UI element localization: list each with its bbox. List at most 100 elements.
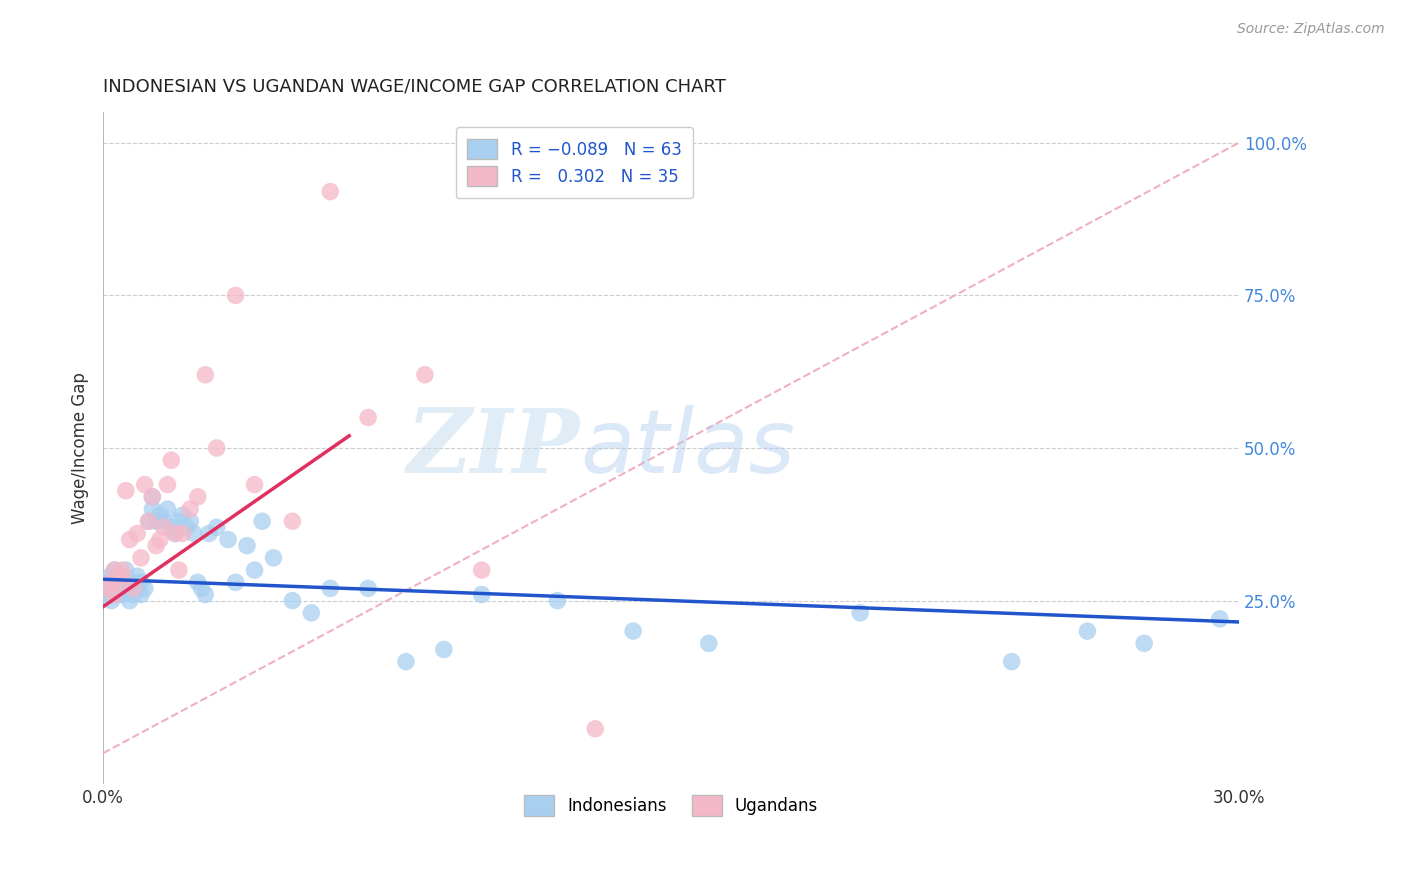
Point	[198, 526, 221, 541]
Point	[118, 582, 141, 596]
Point	[156, 502, 179, 516]
Point	[127, 582, 149, 596]
Point	[319, 582, 342, 596]
Point	[281, 514, 304, 528]
Point	[149, 508, 172, 523]
Point	[100, 575, 122, 590]
Point	[138, 514, 160, 528]
Point	[165, 526, 187, 541]
Point	[187, 490, 209, 504]
Point	[413, 368, 436, 382]
Point	[145, 514, 167, 528]
Point	[122, 587, 145, 601]
Point	[357, 582, 380, 596]
Text: atlas: atlas	[581, 405, 794, 491]
Point	[111, 569, 134, 583]
Point	[101, 582, 124, 596]
Point	[1133, 636, 1156, 650]
Point	[357, 410, 380, 425]
Point	[122, 575, 145, 590]
Point	[179, 502, 201, 516]
Point	[152, 520, 174, 534]
Text: Source: ZipAtlas.com: Source: ZipAtlas.com	[1237, 22, 1385, 37]
Point	[160, 453, 183, 467]
Point	[697, 636, 720, 650]
Point	[152, 514, 174, 528]
Point	[183, 526, 205, 541]
Point	[134, 477, 156, 491]
Point	[96, 582, 118, 596]
Point	[134, 582, 156, 596]
Point	[583, 722, 606, 736]
Point	[160, 520, 183, 534]
Point	[111, 582, 134, 596]
Point	[107, 575, 129, 590]
Point	[1076, 624, 1098, 639]
Point	[243, 563, 266, 577]
Point	[141, 490, 163, 504]
Point	[141, 502, 163, 516]
Point	[167, 563, 190, 577]
Text: INDONESIAN VS UGANDAN WAGE/INCOME GAP CORRELATION CHART: INDONESIAN VS UGANDAN WAGE/INCOME GAP CO…	[103, 78, 725, 95]
Point	[1209, 612, 1232, 626]
Point	[103, 563, 125, 577]
Point	[118, 593, 141, 607]
Point	[100, 593, 122, 607]
Point	[167, 514, 190, 528]
Point	[471, 587, 494, 601]
Point	[111, 587, 134, 601]
Point	[263, 550, 285, 565]
Point	[122, 582, 145, 596]
Point	[1001, 655, 1024, 669]
Point	[138, 514, 160, 528]
Point	[103, 575, 125, 590]
Point	[225, 575, 247, 590]
Point	[111, 563, 134, 577]
Y-axis label: Wage/Income Gap: Wage/Income Gap	[72, 372, 89, 524]
Point	[194, 587, 217, 601]
Text: ZIP: ZIP	[406, 405, 581, 491]
Point	[319, 185, 342, 199]
Point	[145, 539, 167, 553]
Point	[433, 642, 456, 657]
Point	[205, 520, 228, 534]
Point	[849, 606, 872, 620]
Point	[236, 539, 259, 553]
Point	[107, 587, 129, 601]
Point	[100, 587, 122, 601]
Point	[176, 520, 198, 534]
Point	[97, 575, 120, 590]
Point	[172, 508, 194, 523]
Point	[115, 483, 138, 498]
Point	[395, 655, 418, 669]
Point	[129, 575, 152, 590]
Point	[127, 526, 149, 541]
Point	[141, 490, 163, 504]
Point	[129, 587, 152, 601]
Point	[98, 569, 121, 583]
Point	[127, 569, 149, 583]
Point	[621, 624, 644, 639]
Point	[156, 477, 179, 491]
Point	[115, 575, 138, 590]
Point	[115, 563, 138, 577]
Point	[299, 606, 322, 620]
Point	[129, 550, 152, 565]
Point	[97, 582, 120, 596]
Point	[165, 526, 187, 541]
Point	[194, 368, 217, 382]
Point	[190, 582, 212, 596]
Point	[179, 514, 201, 528]
Point	[546, 593, 568, 607]
Point	[107, 569, 129, 583]
Point	[250, 514, 273, 528]
Point	[225, 288, 247, 302]
Point	[172, 526, 194, 541]
Point	[103, 563, 125, 577]
Point	[187, 575, 209, 590]
Legend: Indonesians, Ugandans: Indonesians, Ugandans	[517, 789, 825, 822]
Point	[205, 441, 228, 455]
Point	[217, 533, 239, 547]
Point	[103, 587, 125, 601]
Point	[149, 533, 172, 547]
